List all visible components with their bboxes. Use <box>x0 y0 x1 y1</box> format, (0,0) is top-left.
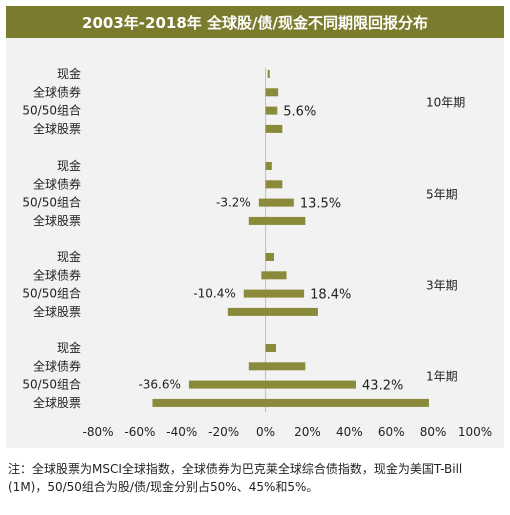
chart-svg: 现金全球债券50/50组合全球股票10年期5.6%现金全球债券50/50组合全球… <box>22 66 492 439</box>
category-label: 50/50组合 <box>22 377 81 392</box>
range-bar <box>258 198 294 207</box>
range-bar <box>261 271 287 280</box>
x-tick-label: 60% <box>378 425 405 439</box>
category-label: 现金 <box>57 158 81 173</box>
category-label: 现金 <box>57 340 81 355</box>
data-label-min: -36.6% <box>138 378 180 392</box>
category-label: 全球债券 <box>33 267 81 282</box>
range-bar <box>265 88 279 97</box>
category-label: 全球债券 <box>33 84 81 99</box>
category-label: 全球股票 <box>33 121 81 136</box>
range-bar <box>152 398 429 407</box>
x-tick-label: -20% <box>208 425 239 439</box>
data-label-max: 43.2% <box>362 379 403 394</box>
data-label-max: 13.5% <box>300 197 341 212</box>
period-label: 10年期 <box>426 95 465 109</box>
range-bar <box>188 380 357 389</box>
range-bar <box>265 253 274 261</box>
chart-title: 2003年-2018年 全球股/债/现金不同期限回报分布 <box>6 6 504 38</box>
x-tick-label: 20% <box>294 425 321 439</box>
range-bar <box>243 289 305 298</box>
chart-panel: 现金 全球债券 50/50组合 全球股票 10年期 5.6% 现金 全球债券 50/50组合 全球… <box>6 38 504 448</box>
range-bar <box>265 180 283 189</box>
data-label-max: 18.4% <box>310 288 351 303</box>
range-bar <box>265 106 278 115</box>
category-label: 全球股票 <box>33 395 81 410</box>
period-label: 1年期 <box>426 369 458 383</box>
data-label-min: -3.2% <box>216 196 251 210</box>
x-tick-label: 40% <box>336 425 363 439</box>
range-bar <box>265 124 283 133</box>
period-label: 3年期 <box>426 278 458 292</box>
x-tick-label: 100% <box>458 425 492 439</box>
x-tick-label: 0% <box>256 425 275 439</box>
category-label: 50/50组合 <box>22 103 81 118</box>
x-tick-label: -60% <box>124 425 155 439</box>
category-label: 全球债券 <box>33 358 81 373</box>
range-bar <box>267 70 270 78</box>
category-label: 现金 <box>57 66 81 81</box>
category-label: 全球债券 <box>33 176 81 191</box>
range-bar <box>265 162 272 170</box>
range-bar <box>248 216 306 225</box>
x-tick-label: -40% <box>166 425 197 439</box>
footnote: 注：全球股票为MSCI全球指数，全球债券为巴克莱全球综合债指数，现金为美国T-B… <box>8 462 463 494</box>
category-label: 50/50组合 <box>22 195 81 210</box>
x-tick-label: 80% <box>420 425 447 439</box>
period-label: 5年期 <box>426 187 458 201</box>
range-bar <box>265 344 277 352</box>
range-bar <box>248 362 306 371</box>
category-label: 现金 <box>57 249 81 264</box>
category-label: 50/50组合 <box>22 286 81 301</box>
data-label-max: 5.6% <box>283 105 316 120</box>
range-bar <box>227 307 318 316</box>
category-label: 全球股票 <box>33 304 81 319</box>
category-label: 全球股票 <box>33 213 81 228</box>
x-tick-label: -80% <box>82 425 113 439</box>
data-label-min: -10.4% <box>193 287 235 301</box>
